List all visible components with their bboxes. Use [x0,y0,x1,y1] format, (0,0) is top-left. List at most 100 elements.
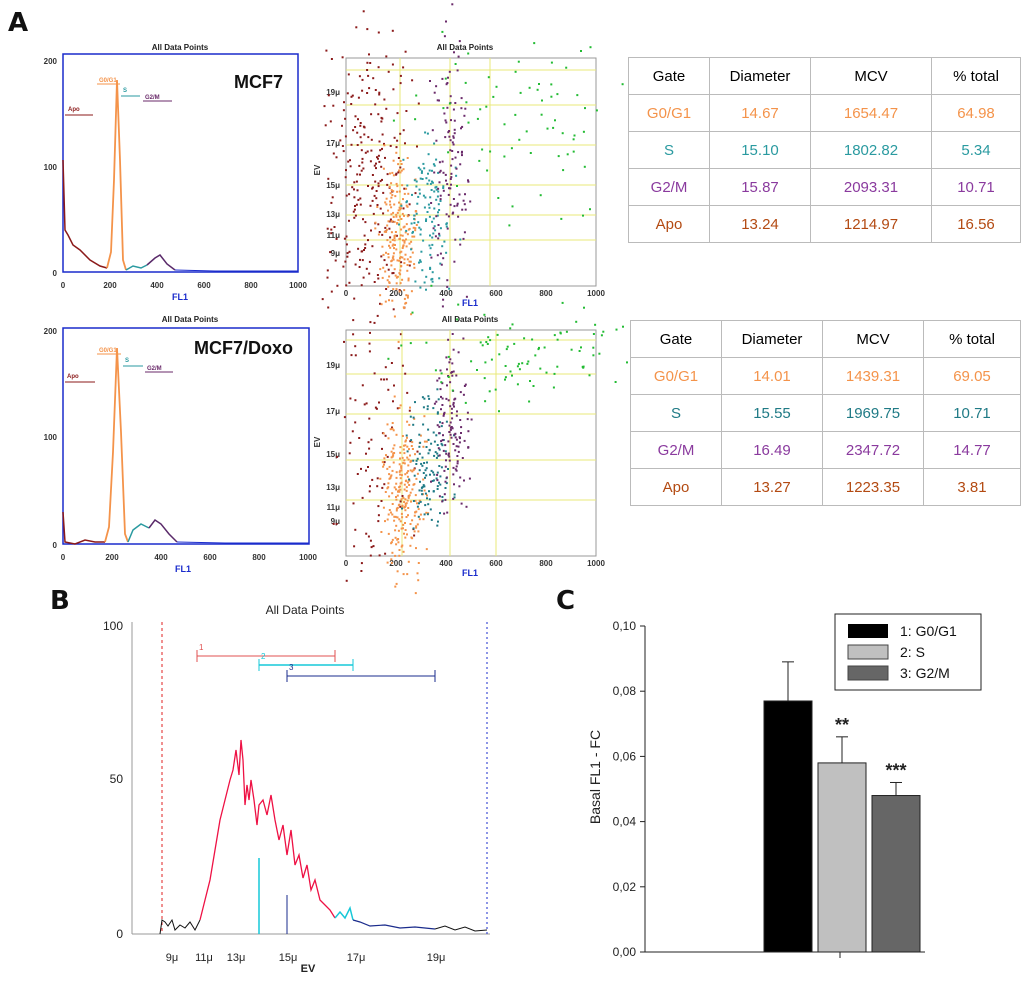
scatter-dot [422,478,425,481]
hist-trace-apo [62,159,108,269]
scatter-dot [404,444,407,447]
y-tick: 9μ [331,249,340,258]
scatter-dot [400,204,403,207]
scatter-dot [448,361,451,364]
scatter-x-ticks: 0 200 400 600 800 1000 [344,559,606,568]
scatter-dot [516,365,519,368]
scatter-dot [626,361,628,364]
scatter-dot [432,490,435,493]
scatter-dot [344,117,347,120]
scatter-dot [375,197,378,200]
scatter-dot [485,105,488,108]
scatter-dot [517,362,520,365]
cell-mcv: 2347.72 [822,431,924,469]
scatter-dot [392,216,395,218]
scatter-dot [434,369,437,372]
scatter-dot [457,55,460,58]
scatter-dot [465,295,468,298]
scatter-dot [392,400,394,403]
scatter-dot [374,406,377,409]
scatter-dot [408,242,411,245]
scatter-dot [330,58,333,60]
scatter-dot [550,95,553,98]
cell-gate: G0/G1 [630,357,722,395]
cell-gate: S [628,131,710,169]
scatter-dot [385,230,388,233]
hist-x-ticks: 0 200 400 600 800 1000 [61,553,318,562]
scatter-dot [460,127,462,130]
scatter-dot [397,504,400,507]
scatter-dot [460,502,463,505]
scatter-dot [376,156,378,159]
scatter-dot [395,582,398,585]
scatter-dot [399,256,402,259]
scatter-dot [401,256,404,259]
scatter-dot [454,156,457,159]
scatter-dot [443,493,446,496]
scatter-dot [449,405,452,408]
scatter-dot [382,191,385,194]
cell-mcv: 1969.75 [822,394,924,432]
scatter-dot [449,139,452,142]
scatter-dot [441,500,444,503]
scatter-dot [432,217,435,220]
cell-diameter: 14.67 [709,94,811,132]
scatter-dot [403,192,406,195]
scatter-dot [445,459,447,462]
scatter-dot [397,538,400,540]
scatter-dot [467,446,470,449]
scatter-dot [399,488,402,491]
scatter-dot [529,152,532,154]
scatter-dot [388,281,391,284]
scatter-dot [388,465,391,468]
y-tick: 11μ [327,231,340,240]
scatter-dot [465,101,468,104]
scatter-dot [416,202,419,205]
scatter-dot [458,485,461,488]
scatter-dot [353,208,356,211]
scatter-dot [448,431,451,433]
scatter-dot [451,212,454,215]
scatter-dot [411,488,414,491]
scatter-dot [439,169,442,172]
scatter-dot [407,192,410,195]
scatter-title: All Data Points [442,315,499,324]
scatter-dot [425,218,428,221]
header-mcv: MCV [822,320,924,358]
scatter-dot [399,446,402,449]
scatter-dot [442,185,445,188]
scatter-dot [380,378,383,381]
scatter-dot [386,487,389,490]
y-tick: 19μ [326,361,340,370]
scatter-dot [393,220,396,223]
scatter-dot [391,513,394,516]
scatter-dot [399,273,402,276]
scatter-dot [464,193,466,196]
scatter-dot [427,172,429,175]
scatter-dot [447,215,450,218]
scatter-dot [423,489,426,492]
scatter-points-2 [332,284,628,595]
scatter-dot [440,381,443,384]
scatter-dot [398,272,401,275]
scatter-dot [418,518,421,521]
scatter-dot [450,183,452,186]
scatter-dot [419,441,422,444]
scatter-dot [464,383,467,386]
scatter-dot [423,397,426,400]
hist-trace-g2m [146,254,176,271]
scatter-dot [431,243,434,246]
scatter-dot [392,243,395,246]
scatter-dot [421,396,424,399]
scatter-dot [391,455,394,458]
scatter-dot [413,530,416,533]
scatter-dot [379,180,382,183]
scatter-dot [385,263,388,266]
scatter-dot [583,165,586,168]
scatter-dot [553,334,556,337]
scatter-dot [356,131,359,134]
scatter-dot [464,81,467,84]
scatter-dot [408,203,411,206]
scatter-dot [399,477,402,480]
scatter-dot [436,473,439,476]
